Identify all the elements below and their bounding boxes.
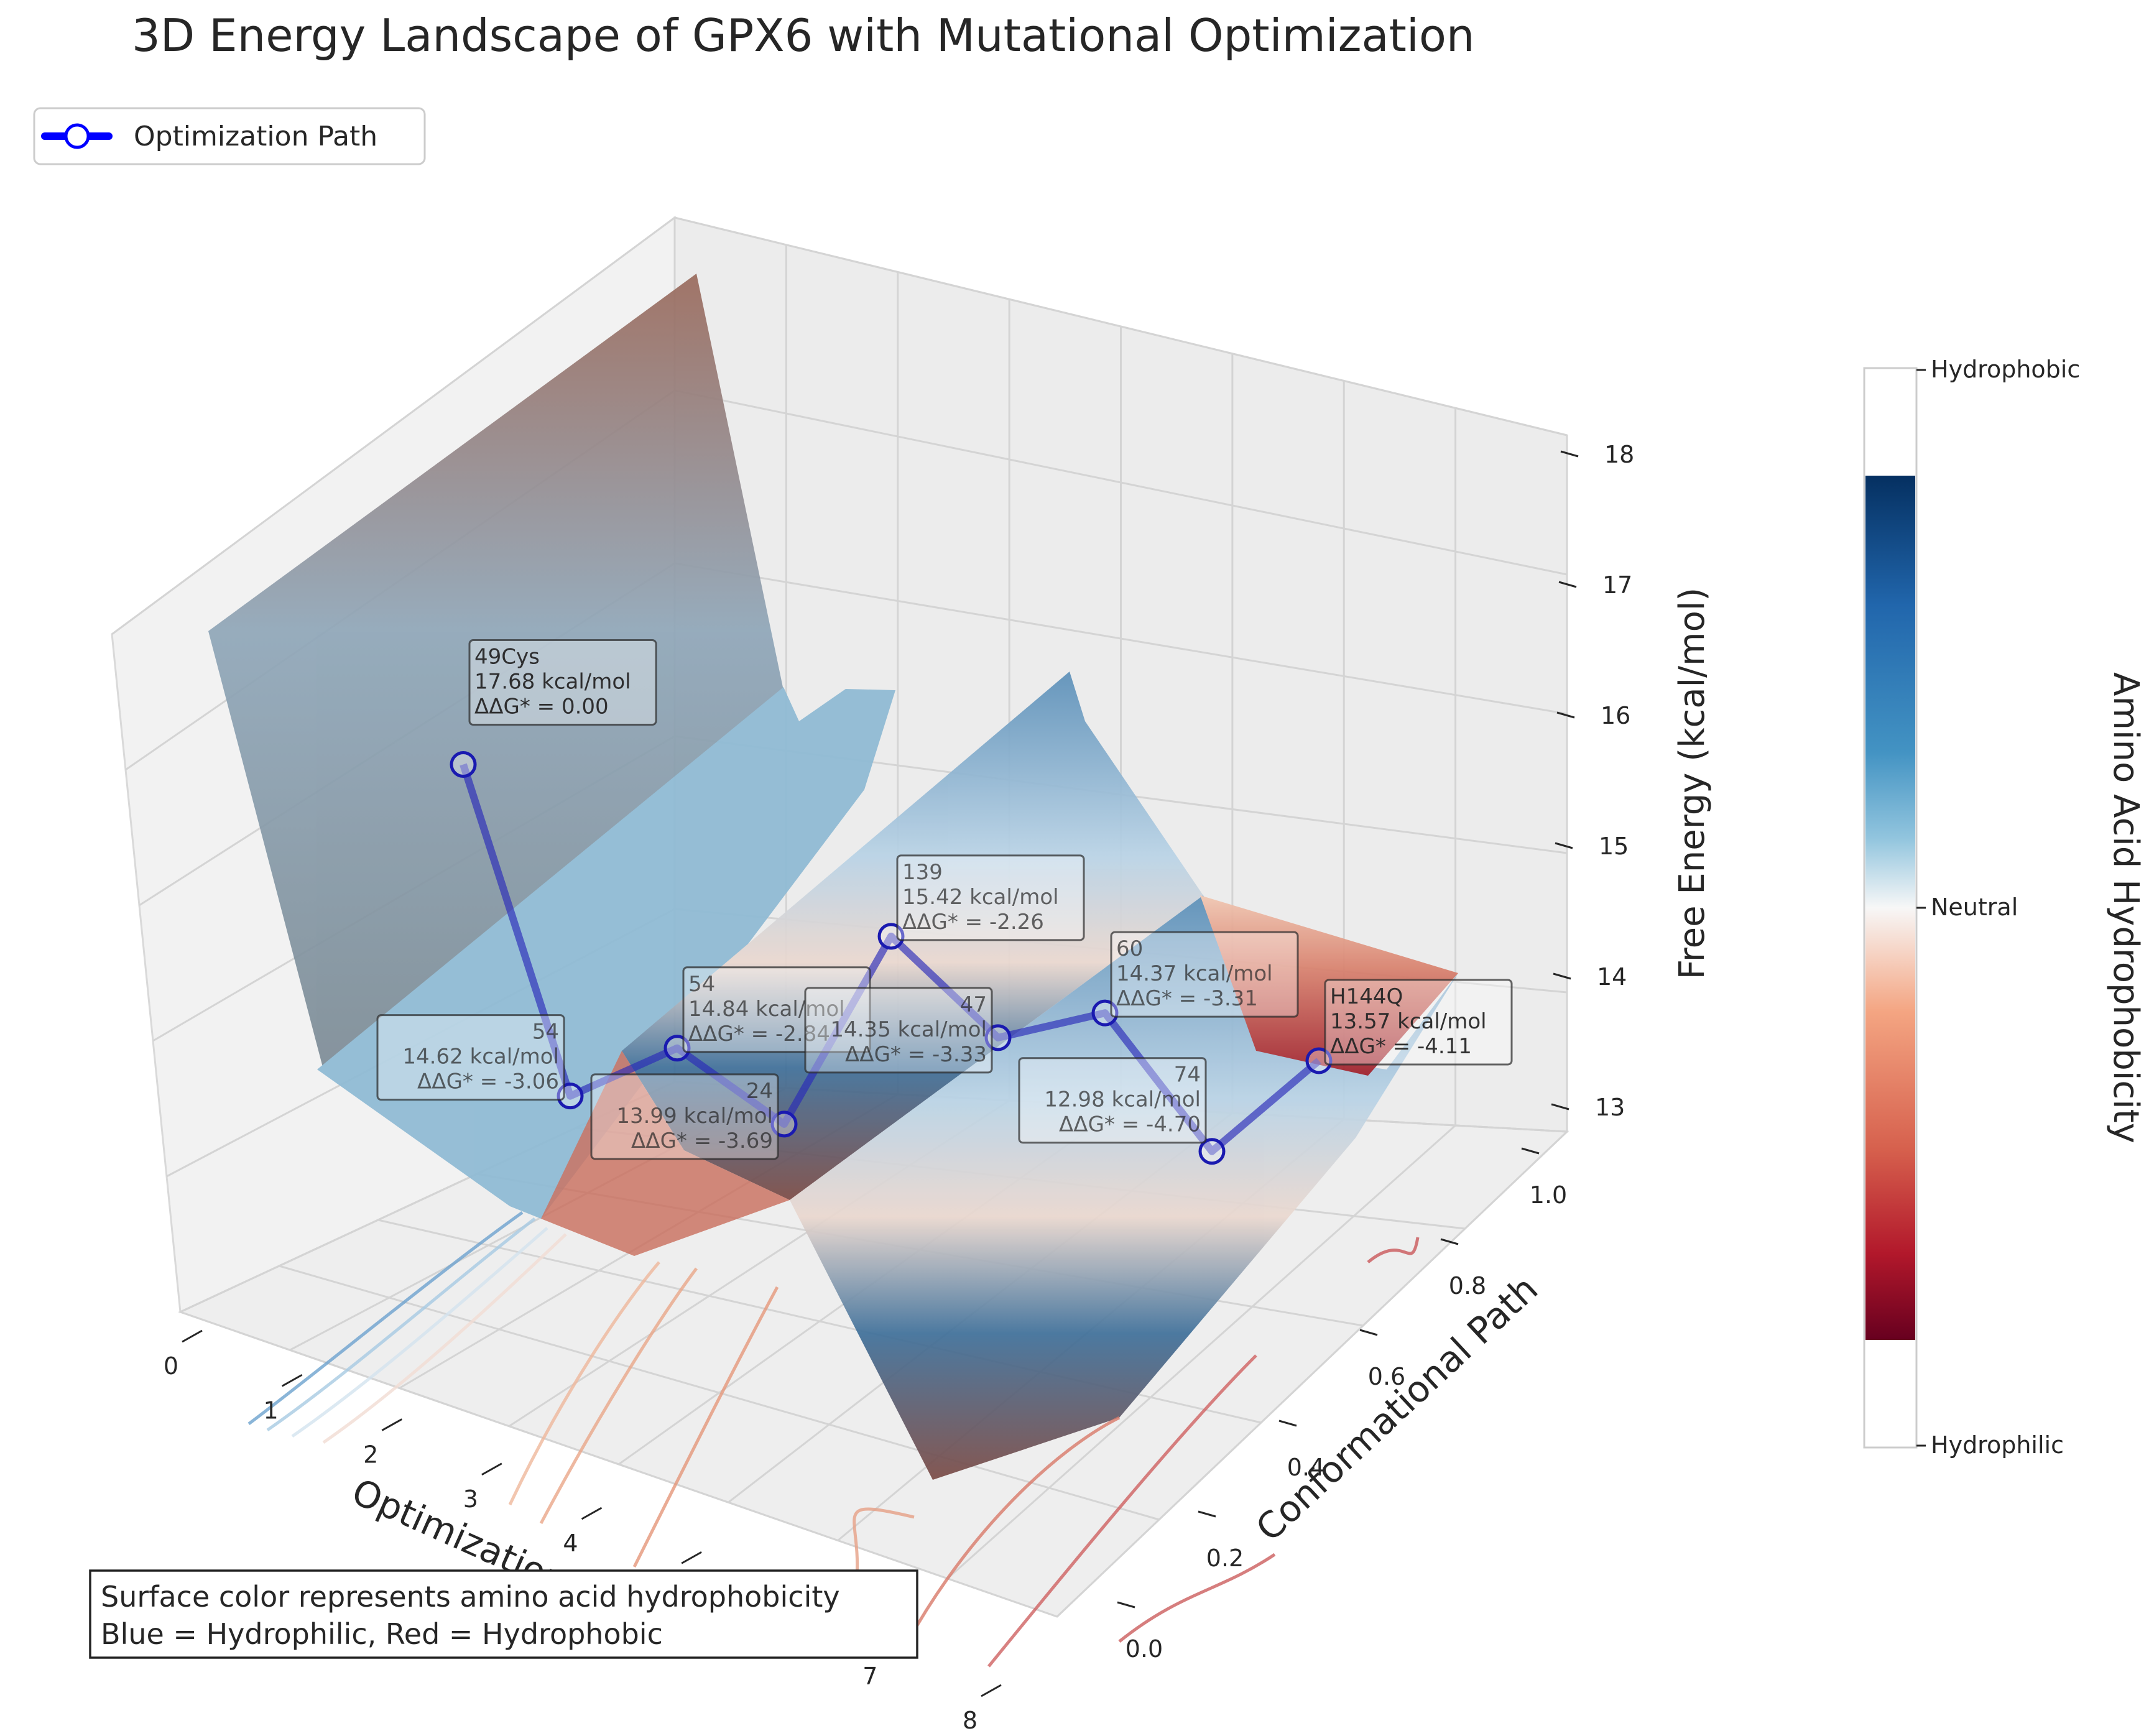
path-point bbox=[450, 751, 477, 778]
x-tick-label: 2 bbox=[363, 1441, 378, 1469]
y-tick-label: 0.4 bbox=[1287, 1454, 1324, 1481]
y-tick-mark bbox=[1521, 1147, 1540, 1155]
colorbar-label: Amino Acid Hydrophobicity bbox=[2105, 672, 2146, 1143]
y-tick-mark bbox=[1117, 1601, 1135, 1609]
z-tick-mark bbox=[1555, 842, 1573, 849]
z-tick-label: 13 bbox=[1595, 1094, 1625, 1121]
annotation-line: 49Cys bbox=[474, 645, 540, 670]
z-tick-mark bbox=[1558, 581, 1577, 588]
z-tick-mark bbox=[1553, 972, 1571, 980]
z-tick-mark bbox=[1551, 1103, 1569, 1110]
annotation-line: 54 bbox=[532, 1020, 559, 1045]
energy-surface bbox=[208, 274, 1458, 1480]
y-tick-label: 0.0 bbox=[1126, 1635, 1163, 1663]
annotation-line: 13.99 kcal/mol bbox=[616, 1104, 773, 1129]
z-tick-label: 14 bbox=[1597, 963, 1627, 990]
annotation-line: 139 bbox=[902, 860, 943, 885]
y-tick-mark bbox=[1198, 1510, 1216, 1518]
colorbar-tick-mid: Neutral bbox=[1931, 893, 2018, 921]
note-line-1: Surface color represents amino acid hydr… bbox=[101, 1580, 840, 1614]
y-tick-label: 1.0 bbox=[1530, 1181, 1567, 1209]
annotation-line: ΔΔG* = -3.31 bbox=[1116, 986, 1258, 1011]
note-box: Surface color represents amino acid hydr… bbox=[89, 1569, 918, 1659]
x-tick-mark bbox=[381, 1418, 402, 1431]
x-tick-mark bbox=[281, 1374, 303, 1387]
colorbar-tick-top: Hydrophobic bbox=[1931, 356, 2080, 383]
path-line bbox=[460, 763, 1321, 1155]
legend-marker-swatch bbox=[64, 123, 90, 149]
annotation-line: 13.57 kcal/mol bbox=[1330, 1009, 1487, 1034]
z-tick-mark bbox=[1556, 711, 1575, 719]
annotation-line: ΔΔG* = -2.26 bbox=[902, 910, 1044, 935]
x-tick-label: 3 bbox=[463, 1485, 478, 1513]
x-tick-mark bbox=[182, 1329, 203, 1343]
annotation-line: ΔΔG* = 0.00 bbox=[474, 695, 609, 719]
z-tick-label: 16 bbox=[1601, 702, 1630, 729]
z-tick-label: 15 bbox=[1599, 833, 1629, 860]
annotation-line: ΔΔG* = -3.69 bbox=[631, 1129, 773, 1153]
x-tick-label: 0 bbox=[164, 1352, 178, 1380]
annotation-line: ΔΔG* = -2.84 bbox=[688, 1022, 830, 1046]
colorbar: Hydrophobic Neutral Hydrophilic Amino Ac… bbox=[1863, 356, 2146, 1459]
floor-contours bbox=[247, 1211, 1420, 1668]
annotation-line: ΔΔG* = -4.70 bbox=[1059, 1112, 1201, 1137]
annotation-line: 60 bbox=[1116, 936, 1143, 961]
annotation-line: 74 bbox=[1174, 1063, 1201, 1087]
y-tick-label: 0.8 bbox=[1449, 1272, 1486, 1300]
annotation-line: 14.62 kcal/mol bbox=[402, 1045, 559, 1069]
x-tick-label: 4 bbox=[563, 1530, 578, 1557]
legend: Optimization Path bbox=[33, 107, 426, 165]
z-tick-label: 17 bbox=[1602, 571, 1632, 599]
path-point bbox=[1198, 1138, 1226, 1165]
annotation-line: ΔΔG* = -3.33 bbox=[845, 1042, 987, 1067]
annotation-line: H144Q bbox=[1330, 984, 1403, 1009]
y-tick-label: 0.6 bbox=[1368, 1363, 1405, 1390]
z-tick-mark bbox=[1560, 450, 1579, 458]
annotation-line: 24 bbox=[746, 1079, 773, 1104]
note-line-2: Blue = Hydrophilic, Red = Hydrophobic bbox=[101, 1617, 663, 1651]
z-axis: 13 14 15 16 17 18 bbox=[1551, 441, 1634, 1121]
annotation-line: 15.42 kcal/mol bbox=[902, 885, 1059, 910]
annotation-line: 14.37 kcal/mol bbox=[1116, 961, 1273, 986]
annotation-line: ΔΔG* = -3.06 bbox=[417, 1069, 559, 1094]
y-tick-label: 0.2 bbox=[1206, 1544, 1244, 1572]
z-axis-label: Free Energy (kcal/mol) bbox=[1672, 588, 1713, 980]
x-tick-mark bbox=[981, 1684, 1002, 1697]
x-tick-mark bbox=[581, 1507, 603, 1520]
z-tick-label: 18 bbox=[1604, 441, 1634, 468]
annotation-line: 14.84 kcal/mol bbox=[688, 997, 845, 1022]
chart-title: 3D Energy Landscape of GPX6 with Mutatio… bbox=[132, 9, 1475, 62]
y-tick-mark bbox=[1278, 1420, 1297, 1427]
x-tick-label: 1 bbox=[264, 1397, 279, 1424]
annotation-line: 47 bbox=[960, 992, 987, 1017]
y-tick-mark bbox=[1359, 1329, 1378, 1336]
x-tick-label: 8 bbox=[963, 1707, 978, 1734]
y-axis: 0.0 0.2 0.4 0.6 0.8 1.0 bbox=[1117, 1147, 1567, 1663]
colorbar-gradient bbox=[1865, 476, 1915, 1340]
annotation-line: ΔΔG* = -4.11 bbox=[1330, 1034, 1472, 1059]
colorbar-tick-bottom: Hydrophilic bbox=[1931, 1431, 2064, 1459]
annotation-line: 12.98 kcal/mol bbox=[1044, 1087, 1201, 1112]
x-tick-mark bbox=[481, 1462, 502, 1476]
x-tick-label: 7 bbox=[862, 1663, 877, 1690]
y-tick-mark bbox=[1440, 1238, 1459, 1245]
annotation-line: 14.35 kcal/mol bbox=[830, 1017, 987, 1042]
annotation-line: 17.68 kcal/mol bbox=[474, 670, 631, 695]
legend-label: Optimization Path bbox=[134, 121, 377, 152]
x-tick-mark bbox=[681, 1551, 702, 1564]
annotation-line: 54 bbox=[688, 972, 715, 997]
